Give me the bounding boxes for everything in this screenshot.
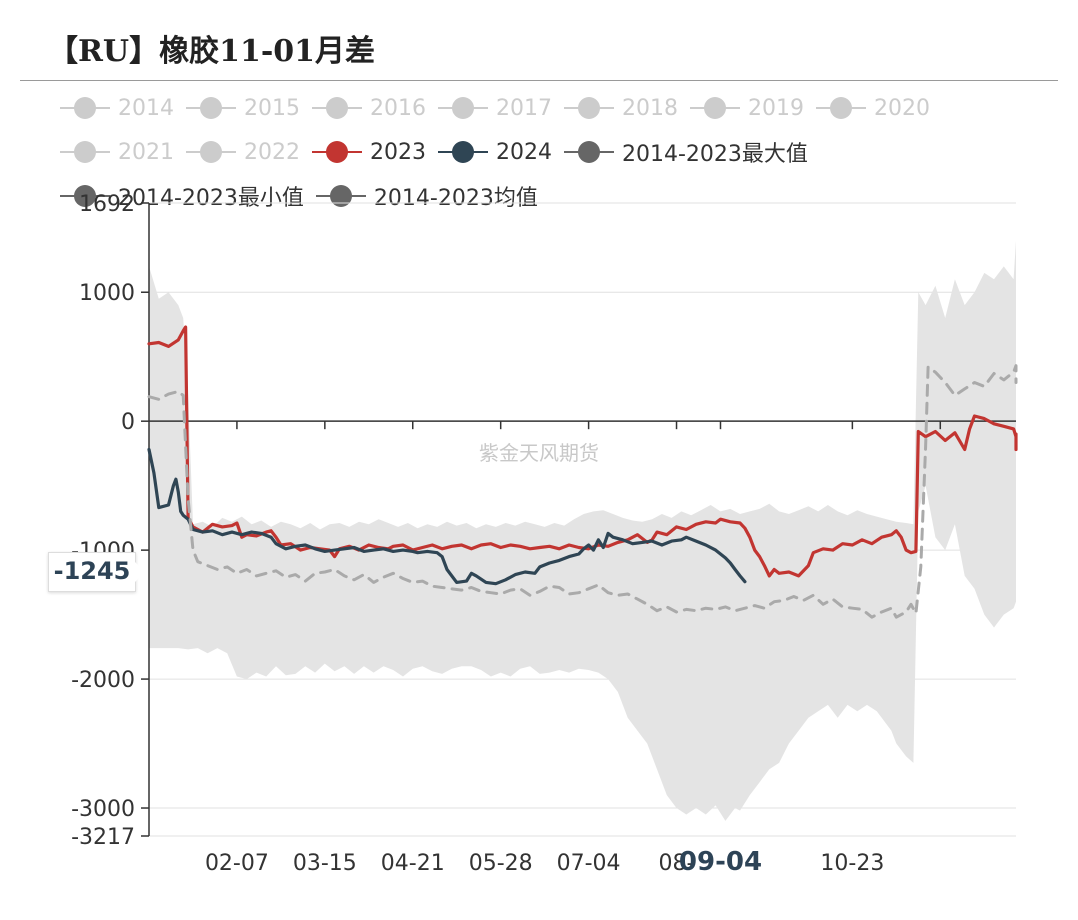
x-tick-label: 05-28: [469, 851, 533, 876]
legend-swatch-icon: [186, 96, 236, 120]
y-tick-label: 0: [121, 410, 135, 435]
y-tick-label: 1000: [79, 281, 135, 306]
legend-label: 2022: [244, 139, 300, 165]
x-tick-label: 07-04: [557, 851, 621, 876]
watermark-text: 紫金天风期货: [479, 441, 599, 465]
legend-item[interactable]: 2022: [186, 140, 300, 165]
axis-pointer-label: -1245: [48, 552, 145, 592]
series-line-2024: [147, 447, 747, 586]
legend-swatch-icon: [690, 96, 740, 120]
legend-swatch-icon: [60, 140, 110, 164]
legend-label: 2020: [874, 95, 930, 121]
chart-title: 【RU】橡胶11-01月差: [48, 34, 376, 69]
legend-item[interactable]: 2019: [690, 96, 804, 121]
legend-swatch-icon: [60, 96, 110, 120]
legend-item[interactable]: 2014-2023均值: [315, 180, 538, 212]
legend-item[interactable]: 2021: [60, 140, 174, 165]
legend-item[interactable]: 2020: [816, 96, 930, 121]
min-max-band: [149, 240, 1016, 821]
legend-swatch-icon: [186, 140, 236, 164]
y-tick-label: 1692: [79, 192, 135, 217]
legend-row: 2021 2022 2023 2024 2014-2023最大值: [60, 130, 1050, 174]
legend-label: 2016: [370, 95, 426, 121]
legend-item[interactable]: 2017: [438, 96, 552, 121]
legend-swatch-icon: [564, 140, 614, 164]
legend-label: 2024: [496, 139, 552, 165]
title-divider: [20, 80, 1058, 81]
legend-item[interactable]: 2023: [312, 140, 426, 165]
legend-swatch-icon: [312, 140, 362, 164]
legend-swatch-icon: [60, 184, 110, 208]
x-tick-label: 02-07: [205, 851, 269, 876]
legend-item[interactable]: 2015: [186, 96, 300, 121]
legend-label: 2018: [622, 95, 678, 121]
legend-item[interactable]: 2018: [564, 96, 678, 121]
y-tick-label: -2000: [71, 668, 135, 693]
legend-label: 2014-2023均值: [373, 186, 538, 211]
axis-pointer-value: -1245: [53, 557, 131, 585]
x-tick-label: 03-15: [293, 851, 357, 876]
legend-item[interactable]: 2016: [312, 96, 426, 121]
legend-swatch-icon: [312, 96, 362, 120]
legend-swatch-icon: [816, 96, 866, 120]
x-tick-label-highlight: 09-04: [679, 847, 762, 877]
y-tick-label: -3217: [71, 825, 135, 850]
legend-label: 2017: [496, 95, 552, 121]
series-line-2023: [147, 325, 1018, 578]
legend-swatch-icon: [438, 140, 488, 164]
legend-swatch-icon: [438, 96, 488, 120]
legend-item[interactable]: 2014: [60, 96, 174, 121]
legend-label: 2021: [118, 139, 174, 165]
legend-row: 2014 2015 2016 2017 2018 2019 2020: [60, 86, 1050, 130]
legend-label: 2014-2023最大值: [622, 142, 808, 167]
y-tick-label: -3000: [71, 797, 135, 822]
x-tick-label: 08-: [659, 851, 695, 876]
legend-label: 2015: [244, 95, 300, 121]
legend-label: 2019: [748, 95, 804, 121]
legend: 2014 2015 2016 2017 2018 2019 2020 2021 2022 2023…: [60, 86, 1050, 218]
legend-label: 2014: [118, 95, 174, 121]
legend-swatch-icon: [315, 184, 366, 208]
x-tick-label: 10-23: [820, 851, 884, 876]
legend-item[interactable]: 2014-2023最大值: [564, 136, 808, 168]
series-line-average: [147, 364, 1018, 619]
legend-item[interactable]: 2024: [438, 140, 552, 165]
legend-label: 2023: [370, 139, 426, 165]
legend-swatch-icon: [564, 96, 614, 120]
x-tick-label: 04-21: [381, 851, 445, 876]
